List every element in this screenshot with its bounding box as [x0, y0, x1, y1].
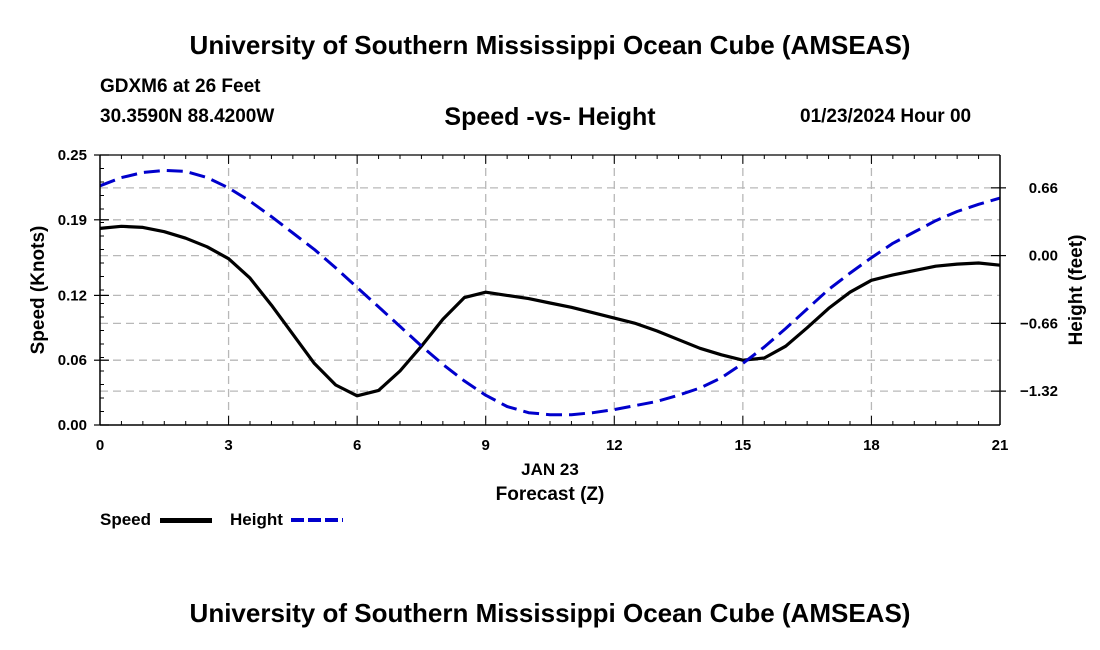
page-title: University of Southern Mississippi Ocean… — [189, 30, 911, 60]
legend-speed-label: Speed — [100, 510, 152, 529]
x-tick-label: 6 — [353, 437, 361, 454]
y-left-tick-label: 0.00 — [58, 417, 87, 434]
height-series-line — [99, 168, 1001, 417]
x-tick-label: 18 — [863, 437, 880, 454]
y-left-tick-label: 0.19 — [58, 212, 87, 229]
x-axis-label: Forecast (Z) — [496, 484, 605, 505]
series-layer — [99, 168, 1001, 417]
y-left-tick-label: 0.12 — [58, 287, 87, 304]
y-left-axis-label: Speed (Knots) — [28, 226, 49, 355]
y-right-axis-label: Height (feet) — [1066, 235, 1087, 346]
y-right-tick-label: 0.66 — [1029, 180, 1058, 197]
speed-height-chart: 0 3 6 9 12 15 18 21 0.00 0.06 0.12 0.19 0.25 0.66 0.00… — [28, 103, 1087, 505]
x-tick-label: 21 — [992, 437, 1009, 454]
chart-title: Speed -vs- Height — [444, 103, 656, 131]
legend-height-swatch — [291, 518, 343, 522]
x-axis-date-label: JAN 23 — [521, 460, 579, 479]
forecast-date: 01/23/2024 Hour 00 — [800, 106, 972, 127]
y-right-tick-label: −0.66 — [1020, 315, 1058, 332]
speed-series-line — [99, 224, 1001, 398]
station-coordinates: 30.3590N 88.4200W — [100, 106, 275, 127]
y-left-tick-label: 0.25 — [58, 147, 87, 164]
axes — [94, 154, 1006, 426]
x-tick-label: 12 — [606, 437, 623, 454]
legend-speed-swatch — [160, 518, 212, 523]
y-right-tick-label: 0.00 — [1029, 248, 1058, 265]
x-tick-label: 3 — [224, 437, 232, 454]
axis-labels: 0 3 6 9 12 15 18 21 0.00 0.06 0.12 0.19 0.25 0.66 0.00… — [28, 103, 1087, 505]
x-tick-label: 15 — [735, 437, 752, 454]
station-label: GDXM6 at 26 Feet — [100, 76, 261, 97]
x-tick-label: 9 — [482, 437, 490, 454]
x-tick-label: 0 — [96, 437, 104, 454]
grid — [100, 155, 1000, 425]
y-right-tick-label: −1.32 — [1020, 383, 1058, 400]
y-left-tick-label: 0.06 — [58, 352, 87, 369]
legend-height-label: Height — [230, 510, 283, 529]
footer-title: University of Southern Mississippi Ocean… — [189, 598, 911, 628]
